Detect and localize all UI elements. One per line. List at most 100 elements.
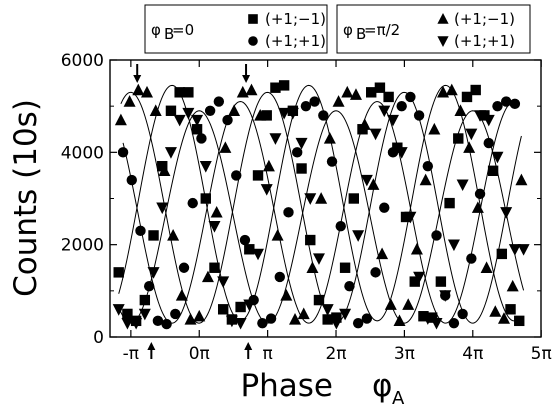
- arrow-up-head: [147, 342, 156, 350]
- data-point-triangle-up: [280, 289, 293, 301]
- data-point-circle: [483, 137, 494, 149]
- data-point-circle: [187, 197, 198, 209]
- data-point-square: [296, 163, 307, 174]
- data-point-triangle-up: [228, 104, 241, 116]
- data-point-triangle-up: [471, 201, 484, 213]
- data-point-triangle-down: [360, 174, 373, 187]
- data-points: [112, 80, 530, 330]
- data-point-triangle-up: [437, 85, 450, 98]
- data-point-circle: [405, 91, 416, 103]
- data-point-square: [400, 211, 412, 223]
- data-point-circle: [309, 96, 320, 107]
- x-tick-label: 0π: [189, 344, 210, 364]
- data-point-triangle-down: [517, 244, 530, 256]
- data-point-triangle-up: [428, 122, 441, 135]
- legend-label: (+1;+1): [265, 32, 326, 50]
- data-point-triangle-down: [252, 248, 265, 261]
- data-point-triangle-down: [321, 304, 334, 316]
- data-point-triangle-up: [506, 279, 519, 292]
- data-point-square: [261, 110, 272, 121]
- data-point-circle: [126, 174, 137, 186]
- data-point-triangle-up: [454, 104, 467, 116]
- data-point-square: [174, 87, 185, 98]
- data-point-square: [453, 133, 464, 144]
- data-point-triangle-down: [447, 239, 460, 252]
- data-point-circle: [178, 262, 190, 273]
- data-point-square: [139, 294, 151, 306]
- y-axis-ticks: 0 2000 4000 6000: [61, 51, 541, 348]
- data-point-triangle-down: [456, 179, 469, 192]
- data-point-triangle-up: [419, 173, 432, 186]
- data-point-triangle-down: [369, 128, 382, 141]
- data-point-triangle-down: [413, 271, 426, 284]
- arrow-down-head: [133, 75, 142, 83]
- data-point-square: [244, 244, 255, 255]
- phase-arrows: [133, 64, 253, 359]
- x-tick-label: 2π: [325, 344, 346, 364]
- data-point-triangle-down: [491, 151, 504, 164]
- data-point-circle: [222, 114, 233, 126]
- data-point-triangle-down: [164, 147, 177, 159]
- data-point-triangle-up: [384, 298, 397, 310]
- legend-header-symbol: φ: [151, 21, 161, 39]
- legend-marker-circle-shape: [248, 36, 258, 46]
- x-axis-label: Phase φ A: [240, 368, 405, 405]
- data-point-triangle-up: [236, 85, 249, 98]
- data-point-square: [348, 193, 359, 204]
- data-point-circle: [457, 308, 468, 320]
- data-point-square: [470, 84, 481, 96]
- data-point-circle: [466, 253, 477, 264]
- data-point-square: [278, 80, 290, 91]
- legend-label: (+1;−1): [265, 10, 326, 28]
- legend-label: (+1;−1): [454, 10, 515, 28]
- legend-box: [336, 4, 531, 54]
- data-point-square: [200, 193, 211, 204]
- legend-marker-square: [248, 14, 258, 24]
- data-point-square: [235, 301, 246, 313]
- data-point-triangle-down: [500, 207, 513, 219]
- data-point-circle: [300, 100, 312, 112]
- data-point-triangle-down: [386, 114, 399, 127]
- data-point-circle: [448, 317, 460, 329]
- data-point-triangle-down: [430, 317, 443, 330]
- data-point-circle: [135, 225, 146, 237]
- data-point-triangle-up: [315, 192, 328, 204]
- data-point-triangle-down: [112, 304, 125, 316]
- data-point-square: [209, 262, 220, 273]
- data-point-circle: [370, 267, 381, 278]
- data-point-square: [339, 262, 351, 273]
- data-point-triangle-down: [378, 105, 391, 118]
- data-point-triangle-down: [439, 290, 452, 302]
- x-tick-label: 3π: [394, 344, 415, 364]
- data-point-square: [366, 87, 377, 98]
- data-point-circle: [213, 96, 225, 107]
- data-point-triangle-down: [138, 308, 151, 321]
- data-point-triangle-down: [482, 114, 495, 127]
- data-point-triangle-up: [271, 229, 284, 241]
- legend-header-subscript: B: [356, 25, 366, 43]
- data-point-triangle-down: [295, 137, 308, 150]
- data-point-circle: [152, 315, 164, 327]
- data-point-square: [444, 197, 455, 209]
- data-point-triangle-up: [480, 261, 493, 273]
- data-point-circle: [431, 230, 442, 241]
- data-point-triangle-up: [463, 141, 476, 153]
- data-point-circle: [509, 98, 521, 110]
- data-point-circle: [413, 110, 425, 121]
- legend-marker-square-shape: [248, 14, 258, 24]
- data-point-triangle-up: [445, 83, 458, 96]
- data-point-square: [435, 276, 447, 287]
- data-point-triangle-up: [149, 104, 162, 116]
- data-point-square: [313, 294, 325, 306]
- data-point-square: [191, 124, 203, 135]
- data-point-triangle-up: [158, 164, 171, 176]
- data-point-triangle-up: [114, 113, 127, 126]
- data-point-triangle-down: [234, 317, 247, 330]
- data-point-circle: [231, 170, 242, 181]
- legend-header-symbol: φ: [343, 21, 353, 39]
- data-point-triangle-up: [367, 178, 380, 190]
- data-point-circle: [117, 147, 129, 158]
- legend-phiB-pi-half: φ B =π/2 (+1;−1) (+1;+1): [336, 4, 531, 54]
